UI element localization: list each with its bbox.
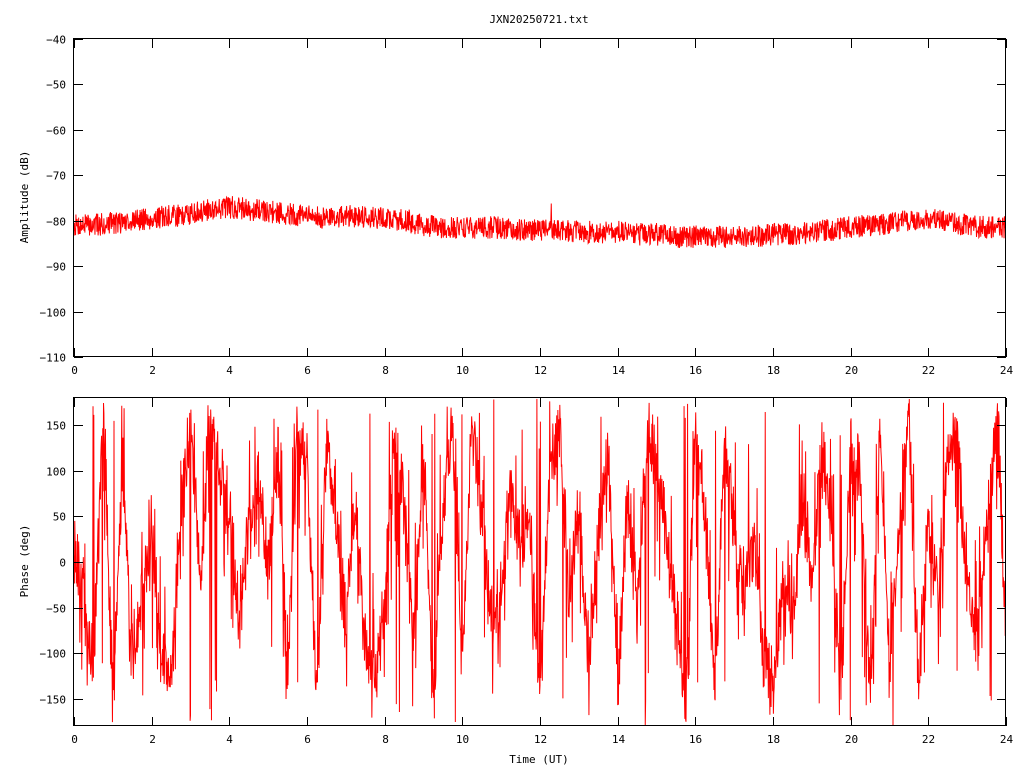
amplitude-x-tick-label: 18 (767, 364, 780, 377)
amplitude-x-tick-label: 20 (845, 364, 858, 377)
phase-series-line (74, 398, 1006, 726)
amplitude-y-tick-label: −40 (46, 34, 66, 47)
amplitude-x-tick-label: 24 (1000, 364, 1014, 377)
amplitude-x-tick-label: 4 (226, 364, 233, 377)
phase-x-ticks: 0 2 4 6 8 10 12 14 16 18 20 22 24 (71, 398, 1013, 746)
amplitude-y-tick-label: −70 (46, 170, 66, 183)
phase-x-tick-label: 12 (534, 733, 547, 746)
phase-x-tick-label: 24 (1000, 733, 1014, 746)
amplitude-x-tick-label: 0 (71, 364, 78, 377)
phase-x-tick-label: 2 (149, 733, 156, 746)
phase-x-tick-label: 20 (845, 733, 858, 746)
phase-x-tick-label: 6 (304, 733, 311, 746)
amplitude-y-axis-label: Amplitude (dB) (18, 151, 31, 244)
phase-x-tick-label: 10 (456, 733, 469, 746)
phase-x-tick-label: 18 (767, 733, 780, 746)
phase-y-axis-label: Phase (deg) (18, 525, 31, 598)
amplitude-y-tick-label: −60 (46, 125, 66, 138)
phase-y-tick-label: 50 (53, 511, 66, 524)
phase-y-ticks: 150 100 50 0 −50 −100 −150 (40, 420, 1006, 707)
amplitude-x-tick-label: 2 (149, 364, 156, 377)
amplitude-series-line (74, 195, 1006, 248)
phase-x-tick-label: 0 (71, 733, 78, 746)
amplitude-y-tick-label: −110 (40, 352, 67, 365)
amplitude-x-ticks: 0 2 4 6 8 10 12 14 16 18 20 22 24 (71, 39, 1013, 377)
phase-trace-layer (74, 398, 1006, 726)
amplitude-y-tick-label: −80 (46, 216, 66, 229)
phase-x-tick-label: 16 (689, 733, 702, 746)
amplitude-x-tick-label: 22 (922, 364, 935, 377)
amplitude-x-tick-label: 10 (456, 364, 469, 377)
amplitude-trace-layer (74, 195, 1006, 248)
amplitude-panel: −40−50−60−70−80−90−100−110 0 2 4 6 8 10 12 14 16… (18, 34, 1013, 378)
amplitude-plot-frame (73, 38, 1006, 357)
phase-y-tick-label: −100 (40, 648, 67, 661)
amplitude-y-tick-label: −90 (46, 261, 66, 274)
phase-x-tick-label: 8 (382, 733, 389, 746)
phase-x-axis-label: Time (UT) (509, 753, 569, 766)
amplitude-y-tick-label: −50 (46, 79, 66, 92)
amplitude-x-tick-label: 14 (612, 364, 626, 377)
phase-x-tick-label: 22 (922, 733, 935, 746)
amplitude-x-tick-label: 16 (689, 364, 702, 377)
phase-y-tick-label: −50 (46, 603, 66, 616)
phase-x-tick-label: 4 (226, 733, 233, 746)
phase-y-tick-label: 0 (59, 557, 66, 570)
phase-x-tick-label: 14 (612, 733, 626, 746)
amplitude-y-ticks: −40 −50 −60 −70 −80 −90 −100 −110 (40, 34, 1006, 365)
amplitude-y-tick-label: −100 (40, 307, 67, 320)
phase-plot-frame (73, 397, 1006, 726)
amplitude-x-tick-label: 12 (534, 364, 547, 377)
amplitude-x-tick-label: 6 (304, 364, 311, 377)
phase-y-tick-label: 100 (46, 466, 66, 479)
amplitude-x-tick-label: 8 (382, 364, 389, 377)
phase-y-tick-label: −150 (40, 694, 67, 707)
phase-y-tick-label: 150 (46, 420, 66, 433)
chart-title: JXN20250721.txt (489, 13, 588, 26)
